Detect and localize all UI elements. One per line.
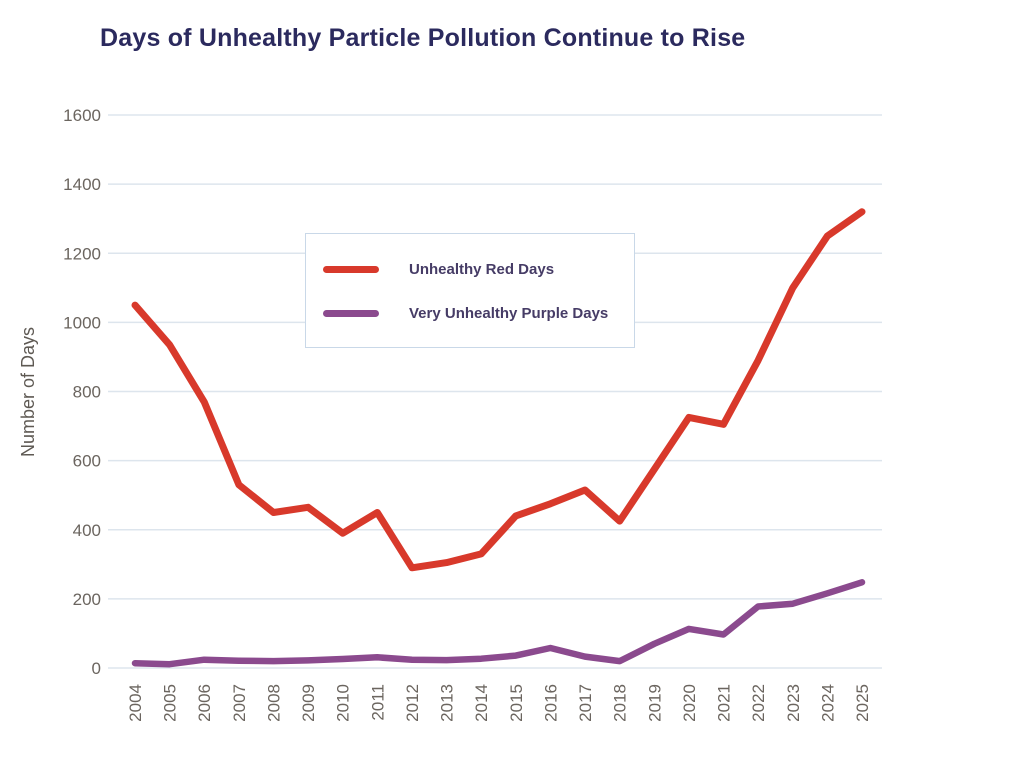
x-tick-label: 2024 — [818, 684, 837, 722]
x-tick-label: 2020 — [680, 684, 699, 722]
x-tick-label: 2009 — [299, 684, 318, 722]
x-tick-label: 2013 — [438, 684, 457, 722]
x-tick-label: 2007 — [230, 684, 249, 722]
x-tick-label: 2005 — [161, 684, 180, 722]
x-tick-label: 2022 — [749, 684, 768, 722]
x-tick-label: 2010 — [334, 684, 353, 722]
y-tick-label: 1400 — [63, 175, 101, 194]
x-tick-label: 2014 — [472, 684, 491, 722]
red-line-swatch — [323, 265, 379, 273]
x-tick-label: 2011 — [368, 684, 387, 721]
y-tick-label: 1600 — [63, 106, 101, 125]
y-tick-label: 200 — [73, 590, 101, 609]
x-tick-label: 2004 — [126, 684, 145, 722]
y-tick-label: 0 — [92, 659, 101, 678]
y-tick-label: 400 — [73, 521, 101, 540]
x-tick-label: 2015 — [507, 684, 526, 722]
y-axis-label: Number of Days — [18, 327, 38, 457]
x-tick-label: 2021 — [715, 684, 734, 722]
x-tick-label: 2008 — [264, 684, 283, 722]
y-tick-label: 1000 — [63, 313, 101, 332]
chart-title: Days of Unhealthy Particle Pollution Con… — [100, 24, 746, 52]
x-tick-label: 2025 — [853, 684, 872, 722]
chart-legend: Unhealthy Red Days Very Unhealthy Purple… — [305, 233, 635, 348]
purple-line-swatch — [323, 309, 379, 317]
purple-days-line — [131, 579, 866, 668]
x-tick-label: 2017 — [576, 684, 595, 722]
y-tick-label: 1200 — [63, 244, 101, 263]
legend-label-red: Unhealthy Red Days — [409, 260, 555, 278]
legend-item-purple: Very Unhealthy Purple Days — [323, 299, 634, 327]
x-tick-label: 2016 — [541, 684, 560, 722]
legend-item-red: Unhealthy Red Days — [323, 255, 634, 283]
x-tick-label: 2019 — [645, 684, 664, 722]
y-tick-label: 800 — [73, 383, 101, 402]
red-days-line — [131, 208, 866, 572]
y-tick-label: 600 — [73, 452, 101, 471]
x-tick-label: 2023 — [784, 684, 803, 722]
x-tick-label: 2006 — [195, 684, 214, 722]
x-tick-label: 2012 — [403, 684, 422, 722]
x-tick-label: 2018 — [611, 684, 630, 722]
legend-label-purple: Very Unhealthy Purple Days — [409, 304, 609, 322]
